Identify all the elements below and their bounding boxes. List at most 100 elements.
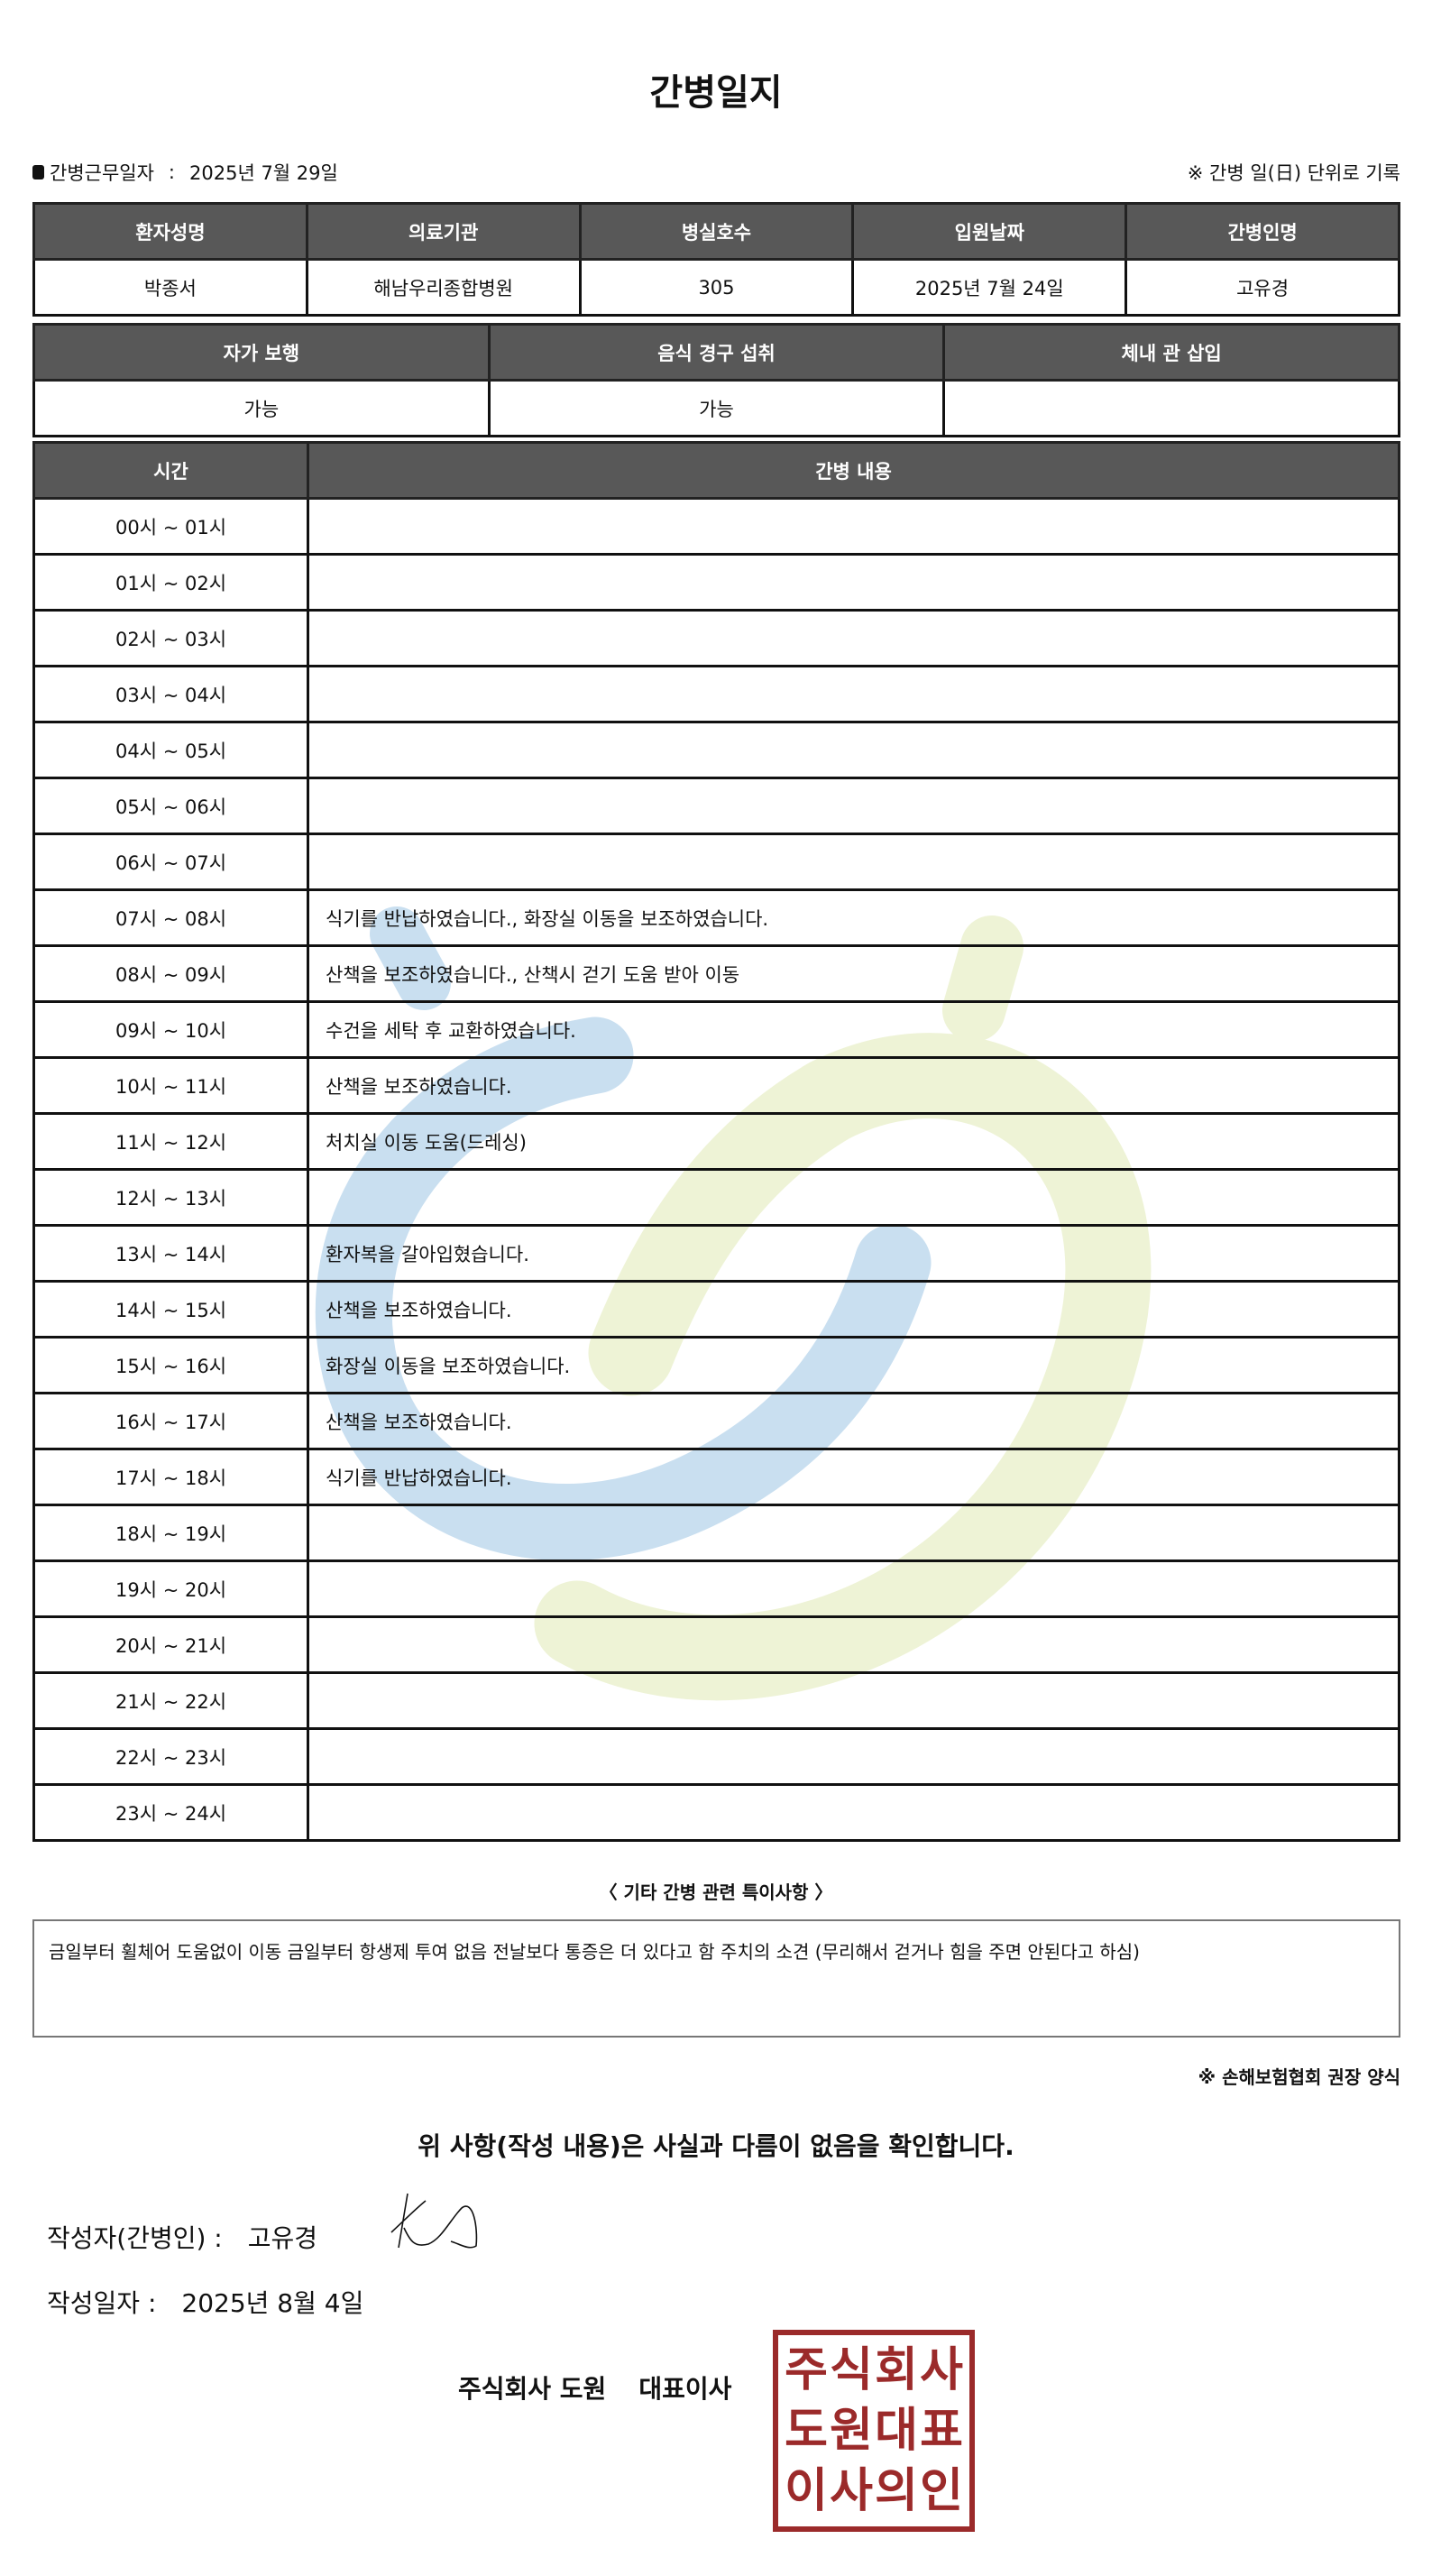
- header-caregiver: 간병인명: [1124, 202, 1400, 261]
- header-room: 병실호수: [578, 202, 855, 261]
- table-row: 01시 ~ 02시: [32, 553, 1400, 612]
- seal-char: 표: [920, 2403, 963, 2458]
- company-name: 주식회사 도원: [458, 2374, 607, 2404]
- signature-image: [390, 2193, 478, 2249]
- walking-value: 가능: [32, 379, 491, 437]
- table-row: 07시 ~ 08시 식기를 반납하였습니다., 화장실 이동을 보조하였습니다.: [32, 888, 1400, 947]
- table-row: 21시 ~ 22시: [32, 1671, 1400, 1730]
- time-cell: 08시 ~ 09시: [32, 944, 309, 1003]
- content-cell: [307, 497, 1400, 556]
- caregiver-name: 고유경: [1124, 258, 1400, 317]
- content-cell: [307, 833, 1400, 891]
- time-cell: 13시 ~ 14시: [32, 1224, 309, 1283]
- seal-char: 의: [875, 2463, 918, 2518]
- seal-char: 사: [830, 2463, 873, 2518]
- company-title: 대표이사: [638, 2374, 732, 2404]
- table-row: 00시 ~ 01시: [32, 497, 1400, 556]
- table-row: 20시 ~ 21시: [32, 1615, 1400, 1674]
- time-cell: 21시 ~ 22시: [32, 1671, 309, 1730]
- content-cell: [307, 1671, 1400, 1730]
- time-cell: 02시 ~ 03시: [32, 609, 309, 667]
- table-row: 18시 ~ 19시: [32, 1504, 1400, 1562]
- content-cell: [307, 1615, 1400, 1674]
- content-cell: 산책을 보조하였습니다.: [307, 1280, 1400, 1339]
- table-row: 06시 ~ 07시: [32, 833, 1400, 891]
- table-row: 05시 ~ 06시: [32, 777, 1400, 835]
- time-cell: 22시 ~ 23시: [32, 1727, 309, 1786]
- tube-value: [942, 379, 1400, 437]
- seal-char: 도: [785, 2403, 828, 2458]
- content-cell: 식기를 반납하였습니다.: [307, 1448, 1400, 1506]
- time-cell: 10시 ~ 11시: [32, 1056, 309, 1115]
- table-row: 09시 ~ 10시 수건을 세탁 후 교환하였습니다.: [32, 1000, 1400, 1059]
- content-cell: [307, 1504, 1400, 1562]
- work-date-value: 2025년 7월 29일: [189, 162, 338, 184]
- time-cell: 23시 ~ 24시: [32, 1783, 309, 1842]
- time-cell: 17시 ~ 18시: [32, 1448, 309, 1506]
- seal-char: 대: [875, 2403, 918, 2458]
- time-cell: 06시 ~ 07시: [32, 833, 309, 891]
- table-row: 22시 ~ 23시: [32, 1727, 1400, 1786]
- table-row: 14시 ~ 15시 산책을 보조하였습니다.: [32, 1280, 1400, 1339]
- content-cell: 산책을 보조하였습니다.: [307, 1056, 1400, 1115]
- time-cell: 05시 ~ 06시: [32, 777, 309, 835]
- content-cell: 환자복을 갈아입혔습니다.: [307, 1224, 1400, 1283]
- time-cell: 01시 ~ 02시: [32, 553, 309, 612]
- work-date-separator: :: [168, 161, 175, 183]
- content-cell: [307, 721, 1400, 779]
- writer-name: 고유경: [247, 2223, 318, 2253]
- work-date-label: 간병근무일자: [50, 162, 154, 184]
- header-patient-name: 환자성명: [32, 202, 308, 261]
- oral-intake-value: 가능: [487, 379, 946, 437]
- seal-char: 이: [785, 2463, 828, 2518]
- table-row: 16시 ~ 17시 산책을 보조하였습니다.: [32, 1392, 1400, 1450]
- seal-char: 사: [920, 2343, 963, 2398]
- content-cell: [307, 1727, 1400, 1786]
- time-cell: 16시 ~ 17시: [32, 1392, 309, 1450]
- table-row: 04시 ~ 05시: [32, 721, 1400, 779]
- content-cell: [307, 777, 1400, 835]
- time-cell: 00시 ~ 01시: [32, 497, 309, 556]
- written-date: 작성일자 : 2025년 8월 4일: [47, 2284, 363, 2320]
- table-row: 08시 ~ 09시 산책을 보조하였습니다., 산책시 걷기 도움 받아 이동: [32, 944, 1400, 1003]
- content-cell: [307, 1168, 1400, 1227]
- admission-date: 2025년 7월 24일: [851, 258, 1128, 317]
- time-cell: 07시 ~ 08시: [32, 888, 309, 947]
- content-cell: 산책을 보조하였습니다., 산책시 걷기 도움 받아 이동: [307, 944, 1400, 1003]
- seal-char: 주: [785, 2343, 828, 2398]
- time-cell: 12시 ~ 13시: [32, 1168, 309, 1227]
- bullet-square-icon: [32, 165, 44, 179]
- header-walking: 자가 보행: [32, 323, 491, 382]
- time-cell: 18시 ~ 19시: [32, 1504, 309, 1562]
- table-row: 17시 ~ 18시 식기를 반납하였습니다.: [32, 1448, 1400, 1506]
- content-cell: [307, 1559, 1400, 1618]
- table-row: 02시 ~ 03시: [32, 609, 1400, 667]
- content-cell: 화장실 이동을 보조하였습니다.: [307, 1336, 1400, 1394]
- content-cell: [307, 1783, 1400, 1842]
- time-cell: 04시 ~ 05시: [32, 721, 309, 779]
- table-row: 23시 ~ 24시: [32, 1783, 1400, 1842]
- table-row: 11시 ~ 12시 처치실 이동 도움(드레싱): [32, 1112, 1400, 1171]
- company-signature: 주식회사 도원 대표이사: [458, 2369, 731, 2406]
- status-table: 자가 보행 음식 경구 섭취 체내 관 삽입 가능 가능: [32, 323, 1400, 437]
- content-cell: 처치실 이동 도움(드레싱): [307, 1112, 1400, 1171]
- room-number: 305: [578, 258, 855, 317]
- form-note: ※ 손해보험협회 권장 양식: [1198, 2066, 1400, 2088]
- care-log-table: 시간 간병 내용 00시 ~ 01시 01시 ~ 02시 02시 ~ 03시 03시 …: [32, 441, 1400, 1842]
- seal-char: 회: [875, 2343, 918, 2398]
- seal-char: 인: [920, 2463, 963, 2518]
- written-date-value: 2025년 8월 4일: [181, 2288, 364, 2318]
- header-time: 시간: [32, 441, 309, 500]
- content-cell: [307, 609, 1400, 667]
- time-cell: 14시 ~ 15시: [32, 1280, 309, 1339]
- hospital: 해남우리종합병원: [305, 258, 582, 317]
- content-cell: 식기를 반납하였습니다., 화장실 이동을 보조하였습니다.: [307, 888, 1400, 947]
- table-row: 12시 ~ 13시: [32, 1168, 1400, 1227]
- work-date: 간병근무일자 : 2025년 7월 29일: [32, 159, 338, 186]
- seal-char: 식: [830, 2343, 873, 2398]
- patient-table: 환자성명 의료기관 병실호수 입원날짜 간병인명 박종서 해남우리종합병원 30…: [32, 202, 1400, 317]
- record-note: ※ 간병 일(日) 단위로 기록: [1187, 162, 1400, 184]
- table-row: 03시 ~ 04시: [32, 665, 1400, 723]
- content-cell: 수건을 세탁 후 교환하였습니다.: [307, 1000, 1400, 1059]
